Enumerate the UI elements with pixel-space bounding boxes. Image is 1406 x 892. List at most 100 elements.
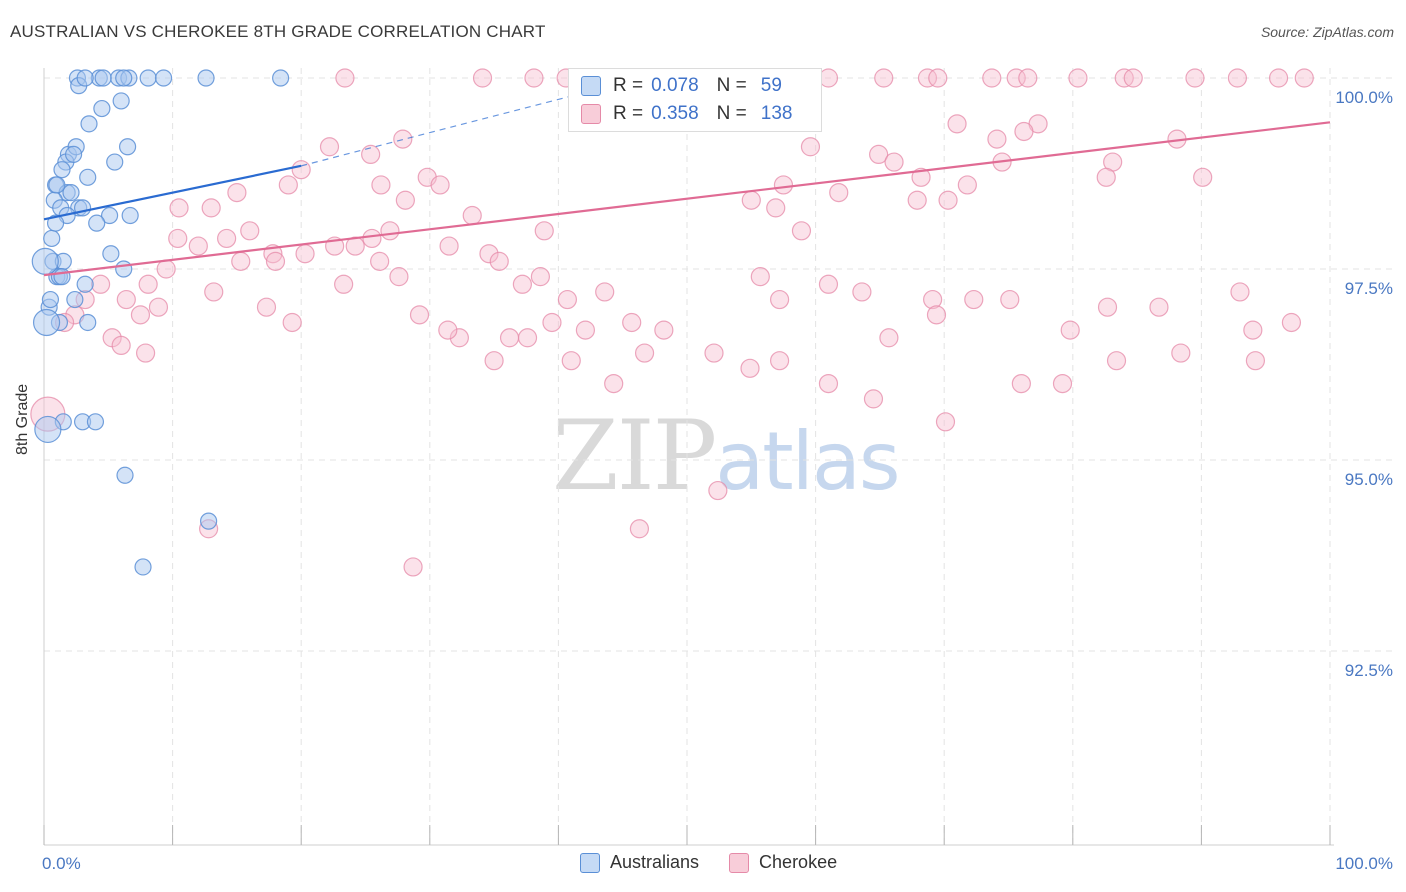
cherokee-point — [947, 114, 967, 134]
cherokee-point — [479, 244, 499, 264]
cherokee-point — [1185, 68, 1205, 88]
legend-n-value: 138 — [760, 103, 793, 124]
cherokee-point — [769, 289, 790, 310]
cherokee-point — [449, 328, 469, 348]
y-tick-label: 95.0% — [1345, 470, 1393, 489]
cherokee-point — [484, 351, 504, 371]
watermark-atlas: atlas — [715, 415, 900, 508]
australians-point — [80, 115, 98, 133]
australians-point — [53, 161, 71, 179]
cherokee-point — [1060, 320, 1080, 340]
cherokee-point — [1106, 351, 1127, 371]
cherokee-point — [1096, 167, 1116, 187]
australians-trend-extension — [301, 88, 598, 167]
australians-point — [53, 268, 71, 286]
cherokee-point — [1268, 68, 1289, 88]
cherokee-point — [393, 129, 413, 149]
series-legend: Australians Cherokee — [580, 852, 867, 873]
cherokee-point — [1230, 282, 1250, 302]
australians-point — [106, 153, 124, 171]
australians-point — [79, 313, 97, 332]
cherokee-point — [874, 68, 894, 88]
cherokee-point — [542, 312, 562, 333]
cherokee-point — [1011, 374, 1031, 394]
australians-point — [272, 69, 290, 87]
legend-r-label: R = — [613, 75, 644, 96]
cherokee-point — [240, 221, 260, 241]
cherokee-point — [130, 305, 151, 325]
australians-point — [62, 184, 80, 202]
cherokee-point — [403, 557, 423, 577]
cherokee-point — [741, 190, 761, 210]
cherokee-point — [1243, 320, 1263, 340]
cherokee-point — [116, 289, 136, 310]
australians-point — [46, 214, 65, 232]
cherokee-point — [462, 205, 482, 226]
trend-lines — [43, 88, 1331, 277]
cherokee-point — [227, 183, 247, 203]
cherokee-point — [750, 267, 770, 287]
cherokee-point — [818, 374, 839, 394]
cherokee-point — [1018, 68, 1038, 88]
cherokee-point — [135, 343, 156, 363]
cherokee-point — [935, 412, 956, 432]
cherokee-point — [818, 68, 839, 88]
cherokee-point — [1006, 68, 1026, 88]
cherokee-point — [879, 328, 899, 348]
cherokee-point — [489, 251, 509, 271]
australians-point — [94, 69, 112, 87]
cherokee-point — [740, 358, 760, 378]
australians-point — [48, 176, 66, 194]
source-label: Source: ZipAtlas.com — [1260, 24, 1394, 40]
cherokee-point — [829, 183, 849, 203]
cherokee-point — [1294, 68, 1314, 88]
australians-point — [76, 69, 94, 87]
cherokee-point — [1149, 297, 1169, 317]
grid-lines — [43, 68, 1394, 845]
australians-point — [76, 275, 94, 293]
legend-item-australians[interactable]: Australians — [580, 852, 699, 873]
cherokee-point — [926, 305, 947, 325]
australians-point — [43, 229, 61, 248]
cherokee-point — [534, 221, 554, 241]
cherokee-point — [231, 251, 251, 271]
australians-point — [116, 466, 134, 484]
cherokee-point — [982, 68, 1002, 88]
cherokee-point — [217, 228, 237, 249]
legend-item-cherokee[interactable]: Cherokee — [729, 852, 837, 873]
cherokee-point — [791, 221, 812, 241]
australians-point — [88, 214, 106, 232]
cherokee-point — [335, 68, 355, 88]
legend-label-cherokee: Cherokee — [759, 852, 838, 872]
cherokee-point — [156, 259, 176, 279]
cherokee-point — [884, 152, 904, 172]
australians-point — [66, 290, 84, 309]
cherokee-point — [1193, 167, 1213, 187]
legend-r-label: R = — [613, 103, 644, 124]
australians-trend-line — [43, 164, 302, 221]
cherokee-point — [524, 68, 544, 88]
australians-point — [34, 415, 62, 444]
cherokee-point — [1097, 297, 1118, 317]
cherokee-point — [1014, 121, 1034, 142]
cherokee-point — [557, 289, 578, 310]
australians-point — [200, 512, 218, 530]
australians-point — [31, 247, 59, 275]
cherokee-trend-line — [43, 121, 1331, 277]
australians-swatch — [580, 852, 600, 873]
australians-point — [86, 413, 105, 431]
y-tick-label: 97.5% — [1345, 279, 1393, 298]
australians-point — [121, 206, 139, 225]
cherokee-point — [704, 343, 724, 363]
australians-point — [32, 308, 61, 337]
y-tick-label: 100.0% — [1335, 88, 1393, 107]
cherokee-point — [1000, 289, 1020, 310]
cherokee-point — [395, 190, 415, 210]
australians-point — [197, 69, 215, 87]
series-australians — [31, 69, 290, 576]
cherokee-point — [282, 312, 302, 333]
cherokee-point — [138, 274, 158, 294]
cherokee-point — [409, 305, 430, 325]
cherokee-point — [634, 343, 655, 363]
cherokee-point — [863, 389, 884, 409]
